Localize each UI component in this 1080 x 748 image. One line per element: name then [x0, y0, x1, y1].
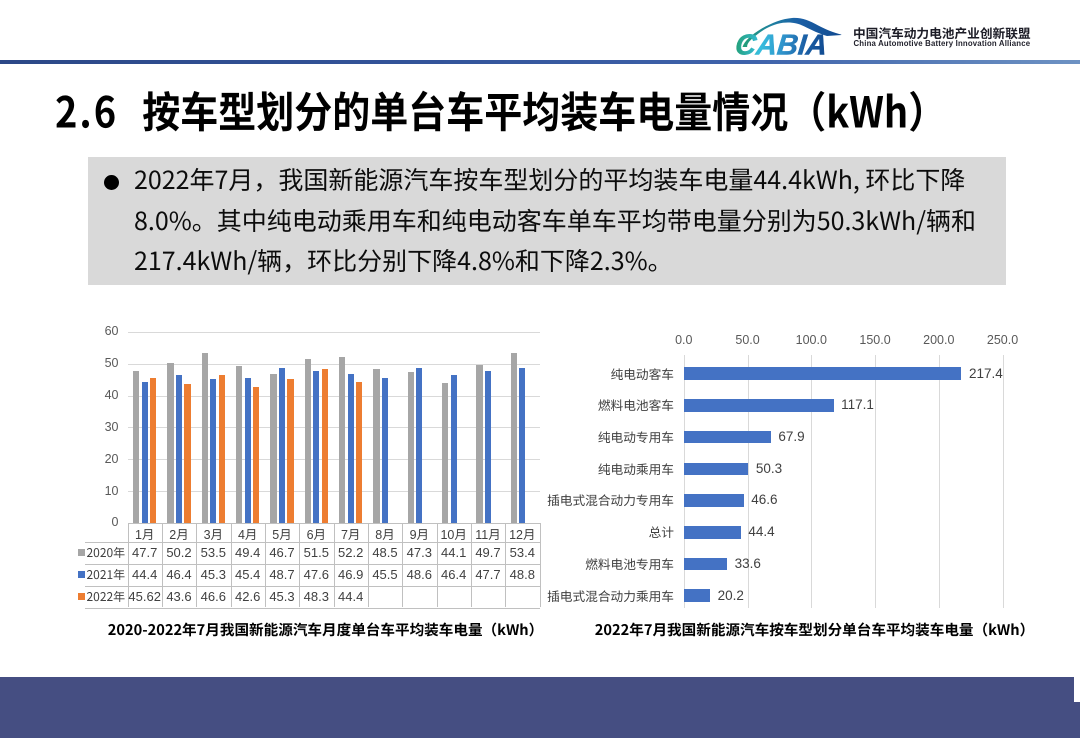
svg-text:CABIA: CABIA	[735, 30, 829, 57]
